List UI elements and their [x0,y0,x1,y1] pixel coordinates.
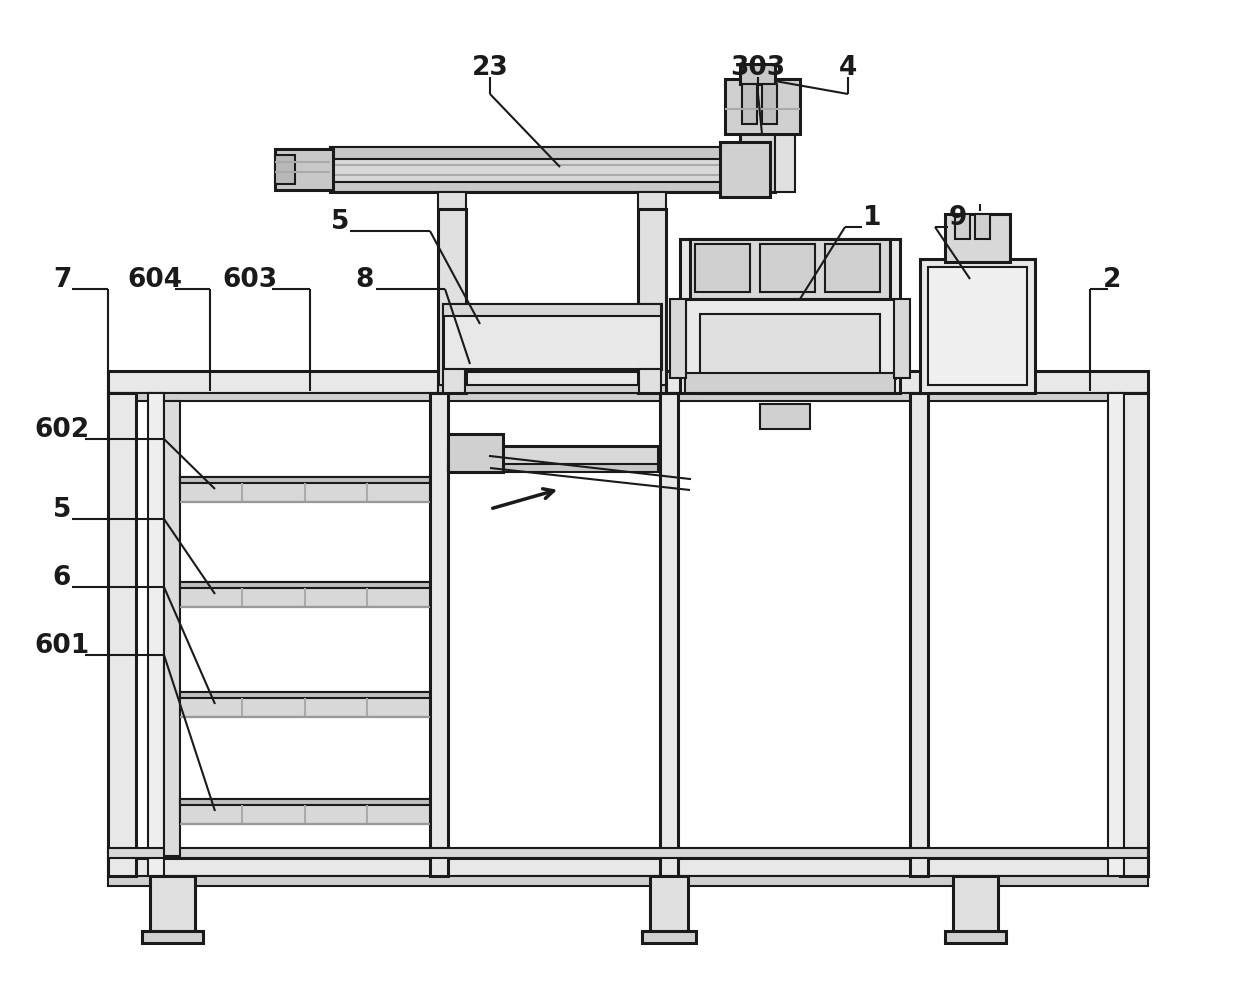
Text: 4: 4 [839,55,857,81]
Bar [660,393,678,877]
Bar [725,80,800,135]
Bar [108,393,1148,401]
Bar [701,315,880,394]
Bar [330,148,750,160]
Bar [180,477,430,483]
Bar [438,193,466,210]
Bar [1109,393,1123,877]
Bar [684,300,895,379]
Bar [180,692,430,717]
Bar [639,370,661,393]
Circle shape [480,326,496,343]
Bar [148,393,164,877]
Bar [448,435,503,472]
Bar [438,386,666,393]
Bar [180,800,430,806]
Bar [180,583,430,589]
Bar [945,931,1006,943]
Bar [443,370,465,393]
Bar [448,447,658,468]
Bar [775,130,795,193]
Text: 604: 604 [128,267,182,293]
Bar [443,305,661,317]
Bar [108,372,1148,393]
Bar [650,877,688,931]
Text: 8: 8 [356,267,374,293]
Bar [448,464,658,472]
Bar [740,80,775,193]
Text: 603: 603 [222,267,278,293]
Bar [180,477,430,503]
Text: 303: 303 [730,55,786,81]
Bar [763,85,777,125]
Text: 2: 2 [1102,267,1121,293]
Bar [694,245,750,293]
Circle shape [480,448,490,458]
Text: 1: 1 [863,205,882,231]
Bar [150,877,195,931]
Bar [760,404,810,430]
Bar [760,245,815,293]
Bar [689,240,890,300]
Bar [180,800,430,824]
Bar [684,374,895,393]
Bar [108,848,1148,858]
Bar [825,245,880,293]
Bar [920,259,1035,393]
Bar [639,193,666,210]
Bar [180,692,430,698]
Bar [945,215,1011,262]
Bar [430,393,448,877]
Text: 23: 23 [471,55,508,81]
Bar [740,65,775,85]
Bar [275,150,334,191]
Bar [894,300,910,379]
Text: 6: 6 [53,564,71,591]
Bar [910,393,928,877]
Bar [975,215,990,240]
Bar [108,393,136,877]
Bar [1120,393,1148,877]
Circle shape [472,440,498,465]
Bar [670,300,686,379]
Bar [443,305,661,370]
Circle shape [777,408,794,425]
Text: 601: 601 [35,632,89,659]
Text: 7: 7 [53,267,71,293]
Circle shape [505,326,521,343]
Text: 602: 602 [35,416,89,443]
Text: 5: 5 [53,497,71,523]
Bar [330,148,750,193]
Bar [143,931,203,943]
Bar [639,210,666,393]
Bar [954,877,998,931]
Bar [928,268,1027,386]
Text: 5: 5 [331,209,350,235]
Bar [164,401,180,856]
Bar [438,210,466,393]
Bar [108,858,1148,877]
Text: 9: 9 [949,205,967,231]
Bar [108,877,1148,886]
Bar [742,85,756,125]
Bar [330,182,750,193]
Bar [642,931,696,943]
Bar [720,143,770,198]
Bar [180,583,430,607]
Bar [680,240,900,393]
Bar [275,156,295,184]
Bar [955,215,970,240]
